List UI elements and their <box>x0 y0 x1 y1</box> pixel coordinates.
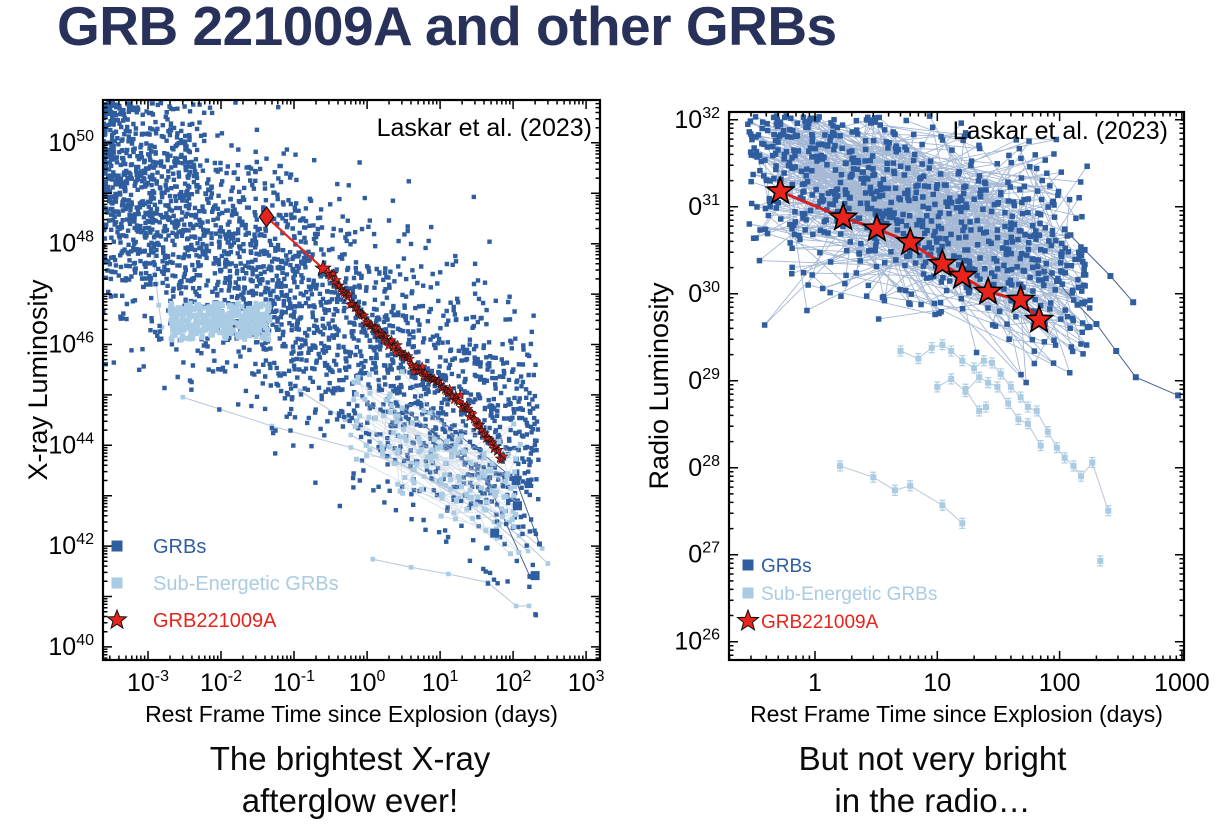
legend-label: GRBs <box>153 536 206 558</box>
y-tick-label: 1048 <box>48 229 94 258</box>
legend-marker-star <box>736 608 760 632</box>
y-tick-label: 031 <box>688 192 720 221</box>
y-tick-label: 028 <box>688 453 720 482</box>
legend-label: GRBs <box>761 556 812 577</box>
plot-area <box>745 113 1182 567</box>
x-axis: 1 10 100 1000 Rest Frame Time since Explosio… <box>750 669 1210 727</box>
legend-marker-square <box>111 540 123 552</box>
y-axis-title: X-ray Luminosity <box>25 279 53 481</box>
y-tick-label: 1042 <box>48 531 94 560</box>
x-tick-label: 1000 <box>1154 669 1210 697</box>
series-grb221009a-track <box>323 266 509 465</box>
y-tick-label: 1040 <box>48 632 94 661</box>
legend-marker-square <box>742 559 754 571</box>
legend: GRBs Sub-Energetic GRBs GRB221009A <box>106 536 339 632</box>
x-tick-label: 100 <box>349 668 386 697</box>
x-tick-label: 10 <box>923 669 951 697</box>
x-tick-label: 10-2 <box>200 668 242 697</box>
legend-label: GRB221009A <box>761 612 879 633</box>
x-axis: 10-3 10-2 10-1 100 101 102 103 Rest Frame Time … <box>127 668 605 727</box>
y-tick-label: 1044 <box>48 430 94 459</box>
x-tick-label: 103 <box>568 668 605 697</box>
legend-label: GRB221009A <box>153 610 277 632</box>
legend-label: Sub-Energetic GRBs <box>761 584 937 605</box>
legend: GRBs Sub-Energetic GRBs GRB221009A <box>736 556 937 633</box>
series-grb221009a-single-star <box>314 259 332 277</box>
y-axis: 1026 027 028 029 030 031 1032 Radio Luminosity <box>644 105 720 656</box>
y-tick-label: 1026 <box>674 627 720 656</box>
series-grbs-cloud <box>103 100 541 618</box>
series-grb221009a-first-detection <box>258 205 275 228</box>
x-tick-label: 101 <box>422 668 459 697</box>
y-tick-label: 1046 <box>48 329 94 358</box>
series-grb221009a-track <box>764 175 1055 334</box>
radio-caption: But not very bright in the radio… <box>798 740 1067 820</box>
x-axis-title: Rest Frame Time since Explosion (days) <box>145 701 558 727</box>
series-grb-late-tracks <box>1029 226 1182 399</box>
series-sub-energetic-late-cloud <box>351 369 523 557</box>
xray-chart: 10-3 10-2 10-1 100 101 102 103 Rest Frame Time … <box>23 98 605 727</box>
axis-ticks <box>728 112 1184 660</box>
x-tick-label: 10-3 <box>127 668 169 697</box>
y-tick-label: 030 <box>688 279 720 308</box>
series-grb221009a-early-line <box>265 216 330 275</box>
axis-ticks <box>103 99 600 660</box>
y-tick-label: 1032 <box>674 105 720 134</box>
radio-luminosity-plot: 1 10 100 1000 Rest Frame Time since Explosio… <box>638 92 1230 745</box>
slide-title: GRB 221009A and other GRBs <box>57 0 837 57</box>
y-tick-label: 029 <box>688 366 720 395</box>
y-axis-title: Radio Luminosity <box>644 282 674 490</box>
legend-label: Sub-Energetic GRBs <box>153 573 339 595</box>
series-grb-outliers <box>490 476 540 581</box>
y-tick-label: 027 <box>688 540 720 569</box>
xray-luminosity-plot: 10-3 10-2 10-1 100 101 102 103 Rest Frame Time … <box>23 92 625 745</box>
legend-marker-star <box>106 608 128 630</box>
xray-caption: The brightest X-ray afterglow ever! <box>209 740 491 820</box>
x-tick-label: 1 <box>808 669 822 697</box>
y-tick-label: 1050 <box>48 128 94 157</box>
legend-marker-square <box>111 577 123 589</box>
plot-area <box>103 100 551 618</box>
series-sub-energetic-blob <box>167 300 273 343</box>
citation-annotation: Laskar et al. (2023) <box>377 114 592 142</box>
series-sub-energetic-lightcurves <box>837 339 1112 567</box>
x-tick-label: 10-1 <box>273 668 315 697</box>
citation-annotation: Laskar et al. (2023) <box>953 117 1168 145</box>
y-axis: 1040 1042 1044 1046 1048 1050 X-ray Luminosity <box>23 128 94 661</box>
x-tick-label: 100 <box>1039 669 1081 697</box>
radio-chart: 1 10 100 1000 Rest Frame Time since Explosio… <box>644 105 1210 727</box>
axes-frame <box>727 110 1186 662</box>
x-tick-label: 102 <box>495 668 532 697</box>
x-axis-title: Rest Frame Time since Explosion (days) <box>750 701 1163 727</box>
legend-marker-square <box>742 587 754 599</box>
